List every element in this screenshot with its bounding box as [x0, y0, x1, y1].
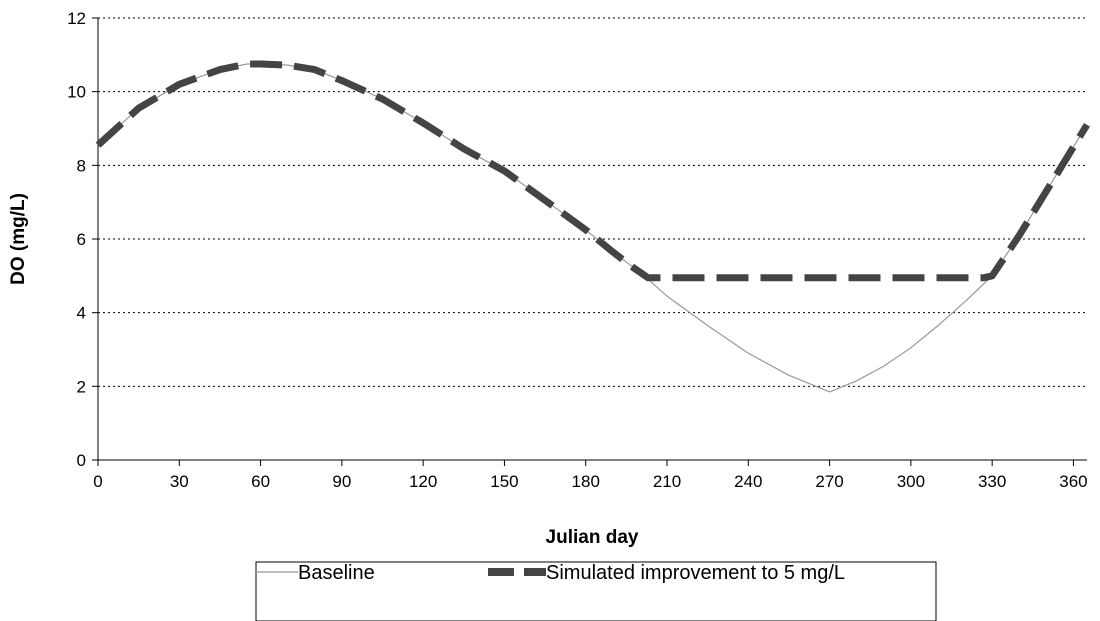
y-tick-label-12: 12 [67, 9, 86, 28]
x-axis-title: Julian day [546, 527, 639, 548]
y-tick-label-0: 0 [77, 451, 86, 470]
x-tick-label-270: 270 [815, 472, 843, 491]
y-tick-label-6: 6 [77, 230, 86, 249]
x-tick-label-240: 240 [734, 472, 762, 491]
y-tick-label-2: 2 [77, 377, 86, 396]
legend-label-baseline: Baseline [298, 562, 375, 584]
y-tick-label-10: 10 [67, 83, 86, 102]
x-tick-label-0: 0 [93, 472, 102, 491]
y-ticks: 0 2 4 6 8 10 12 [67, 9, 98, 470]
x-tick-label-120: 120 [409, 472, 437, 491]
x-tick-label-90: 90 [332, 472, 351, 491]
series-layer [95, 60, 1090, 393]
x-tick-label-210: 210 [653, 472, 681, 491]
legend: Baseline Simulated improvement to 5 mg/L [255, 561, 937, 621]
x-ticks: 0 30 60 90 120 150 180 210 240 270 300 330 360 [93, 460, 1088, 491]
legend-box [255, 561, 937, 621]
y-axis-title: DO (mg/L) [8, 193, 29, 285]
legend-label-simulated: Simulated improvement to 5 mg/L [546, 562, 845, 584]
x-tick-label-360: 360 [1059, 472, 1087, 491]
gridlines [98, 17, 1087, 387]
x-tick-label-30: 30 [170, 472, 189, 491]
series-line-simulated [95, 60, 1090, 282]
x-tick-label-300: 300 [897, 472, 925, 491]
series-line-baseline [97, 63, 1088, 393]
y-tick-label-4: 4 [77, 304, 86, 323]
x-tick-label-60: 60 [251, 472, 270, 491]
y-tick-label-8: 8 [77, 156, 86, 175]
x-tick-label-180: 180 [572, 472, 600, 491]
x-tick-label-150: 150 [490, 472, 518, 491]
x-tick-label-330: 330 [978, 472, 1006, 491]
